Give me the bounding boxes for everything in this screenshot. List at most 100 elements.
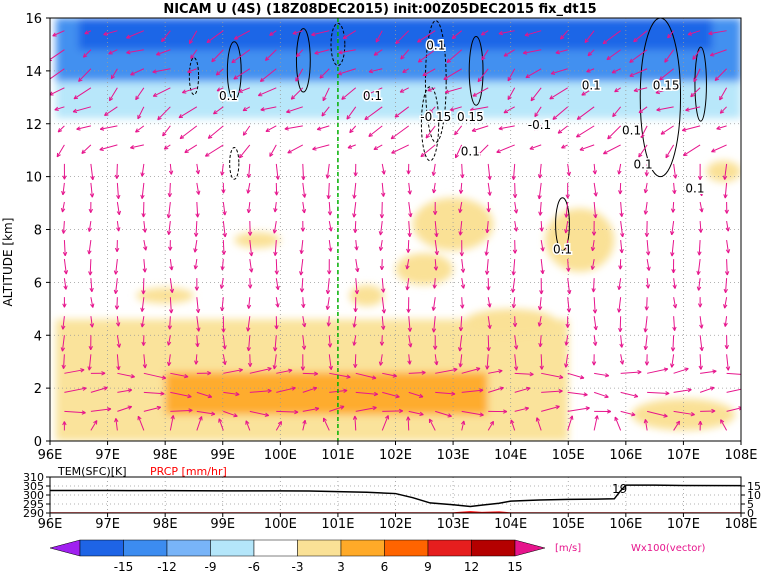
wind-vector-head — [602, 39, 608, 45]
wind-vector-head — [683, 151, 688, 157]
wind-vector — [269, 30, 277, 36]
wind-vector-head — [723, 194, 728, 199]
wind-vector — [116, 316, 120, 327]
wind-vector — [249, 259, 253, 273]
wind-vector — [612, 106, 622, 117]
wind-vector — [391, 144, 409, 154]
wind-vector — [524, 30, 542, 36]
wind-vector — [422, 68, 436, 77]
wind-vector — [329, 372, 351, 378]
wind-vector — [355, 372, 377, 379]
wind-vector — [249, 410, 269, 416]
wind-vector-head — [72, 108, 78, 113]
wind-vector — [286, 106, 303, 113]
colorbar-tri-right — [514, 539, 546, 557]
wind-vector — [593, 415, 598, 431]
wind-vector — [435, 368, 458, 374]
wind-vector-head — [142, 268, 147, 273]
wind-vector-head — [539, 365, 544, 370]
colorbar-tri-left — [49, 539, 81, 557]
wind-vector — [407, 416, 410, 431]
wind-vector — [311, 30, 330, 36]
wind-vector — [620, 371, 642, 374]
wind-vector-head — [312, 146, 317, 151]
wind-vector — [195, 354, 198, 365]
wind-vector-head — [246, 347, 251, 352]
wind-vector — [539, 297, 542, 311]
wind-vector-head — [163, 145, 169, 150]
wind-vector-head — [322, 96, 327, 102]
wind-vector — [584, 30, 595, 43]
wind-vector-head — [242, 131, 248, 136]
wind-vector-head — [104, 111, 109, 117]
wind-vector — [189, 30, 198, 44]
wind-vector — [61, 201, 65, 213]
wind-vector — [213, 106, 224, 115]
wind-vector-head — [564, 213, 569, 218]
contour — [424, 20, 447, 143]
wind-vector-head — [126, 34, 131, 39]
wind-vector-head — [246, 173, 252, 178]
wind-vector — [620, 354, 624, 365]
wind-vector-head — [604, 394, 609, 399]
wind-vector — [633, 30, 648, 43]
wind-vector-head — [451, 391, 456, 396]
wind-vector-head — [81, 410, 86, 415]
wind-vector-head — [671, 269, 676, 274]
wind-vector-head — [672, 189, 677, 195]
wind-vector-head — [507, 95, 512, 101]
wind-vector — [196, 297, 199, 313]
wind-vector-head — [108, 96, 114, 102]
wind-vector — [382, 391, 400, 398]
wind-vector-head — [672, 326, 677, 331]
surface-x-tick-label: 105E — [552, 517, 585, 532]
wind-vector-head — [140, 323, 145, 328]
wind-vector-head — [195, 308, 201, 314]
wind-vector — [700, 370, 717, 374]
wind-vector-head — [54, 106, 59, 111]
wind-vector — [317, 125, 330, 131]
wind-vector — [647, 410, 668, 417]
wind-vector — [445, 87, 462, 93]
wind-vector — [646, 259, 650, 271]
wind-vector — [724, 163, 728, 180]
wind-vector — [141, 163, 145, 177]
wind-vector-head — [355, 267, 360, 273]
wind-vector-head — [52, 32, 57, 37]
wind-vector — [274, 201, 277, 213]
wind-vector-head — [593, 214, 598, 219]
wind-vector-head — [534, 112, 539, 118]
wind-vector — [355, 391, 378, 395]
surface-annotation: 19 — [612, 482, 627, 496]
wind-vector-head — [513, 345, 519, 350]
wind-vector — [591, 259, 595, 270]
wind-vector — [157, 106, 171, 121]
wind-vector — [593, 335, 597, 346]
wind-vector-head — [287, 149, 292, 154]
wind-vector-head — [593, 192, 598, 197]
wind-vector-head — [585, 406, 590, 411]
y-tick-label: 8 — [34, 224, 42, 239]
wind-vector-head — [222, 233, 227, 238]
wind-vector-head — [407, 327, 413, 332]
wind-vector — [231, 49, 251, 64]
wind-vector-head — [222, 211, 227, 216]
wind-vector-head — [103, 386, 108, 391]
wind-vector-head — [346, 374, 351, 379]
wind-vector — [541, 405, 560, 412]
wind-vector-head — [592, 170, 598, 175]
wind-vector-head — [723, 304, 728, 309]
wind-vector-head — [233, 35, 239, 40]
wind-vector-head — [160, 391, 165, 396]
wind-vector-head — [460, 284, 466, 289]
wind-vector-head — [184, 148, 189, 154]
wind-vector-head — [116, 227, 121, 232]
wind-vector — [485, 240, 489, 256]
x-tick-label: 104E — [494, 448, 527, 463]
wind-vector-head — [612, 112, 617, 118]
wind-vector — [215, 68, 224, 76]
wind-vector-head — [89, 193, 95, 198]
wind-vector — [726, 372, 741, 375]
wind-vector — [275, 278, 279, 290]
wind-vector — [164, 144, 171, 150]
